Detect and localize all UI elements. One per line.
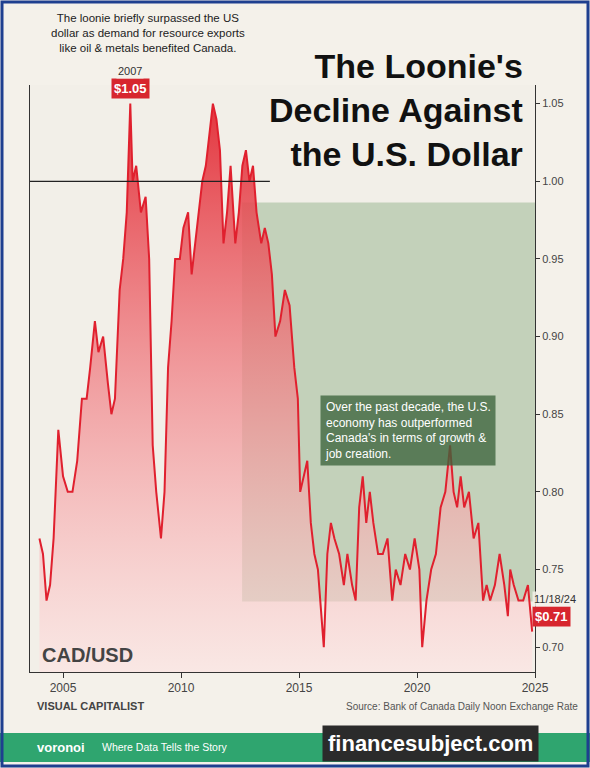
svg-text:0.75: 0.75 (542, 563, 563, 575)
svg-text:$0.71: $0.71 (535, 609, 568, 624)
svg-text:voronoi: voronoi (37, 740, 85, 755)
svg-text:0.95: 0.95 (542, 253, 563, 265)
svg-text:2020: 2020 (404, 681, 431, 695)
svg-text:11/18/24: 11/18/24 (534, 593, 576, 605)
svg-text:1.05: 1.05 (542, 97, 563, 109)
svg-text:Where Data Tells the Story: Where Data Tells the Story (102, 741, 227, 753)
svg-text:2007: 2007 (118, 65, 142, 77)
svg-text:1.00: 1.00 (542, 175, 563, 187)
svg-text:2010: 2010 (168, 681, 195, 695)
svg-text:VISUAL CAPITALIST: VISUAL CAPITALIST (37, 700, 144, 712)
svg-text:0.70: 0.70 (542, 641, 563, 653)
svg-text:0.90: 0.90 (542, 330, 563, 342)
svg-text:$1.05: $1.05 (114, 81, 147, 96)
svg-text:Over the past decade, the U.S.: Over the past decade, the U.S.economy ha… (325, 400, 491, 461)
svg-text:The Loonie'sDecline Againstthe: The Loonie'sDecline Againstthe U.S. Doll… (269, 47, 523, 173)
svg-text:Source: Bank of Canada Daily N: Source: Bank of Canada Daily Noon Exchan… (346, 701, 578, 712)
svg-text:2025: 2025 (522, 681, 549, 695)
svg-text:financesubject.com: financesubject.com (328, 731, 533, 756)
svg-text:2005: 2005 (50, 681, 77, 695)
svg-text:0.85: 0.85 (542, 408, 563, 420)
svg-text:The loonie briefly surpassed t: The loonie briefly surpassed the USdolla… (51, 12, 245, 54)
svg-text:CAD/USD: CAD/USD (42, 644, 133, 666)
svg-text:2015: 2015 (286, 681, 313, 695)
svg-text:0.80: 0.80 (542, 486, 563, 498)
